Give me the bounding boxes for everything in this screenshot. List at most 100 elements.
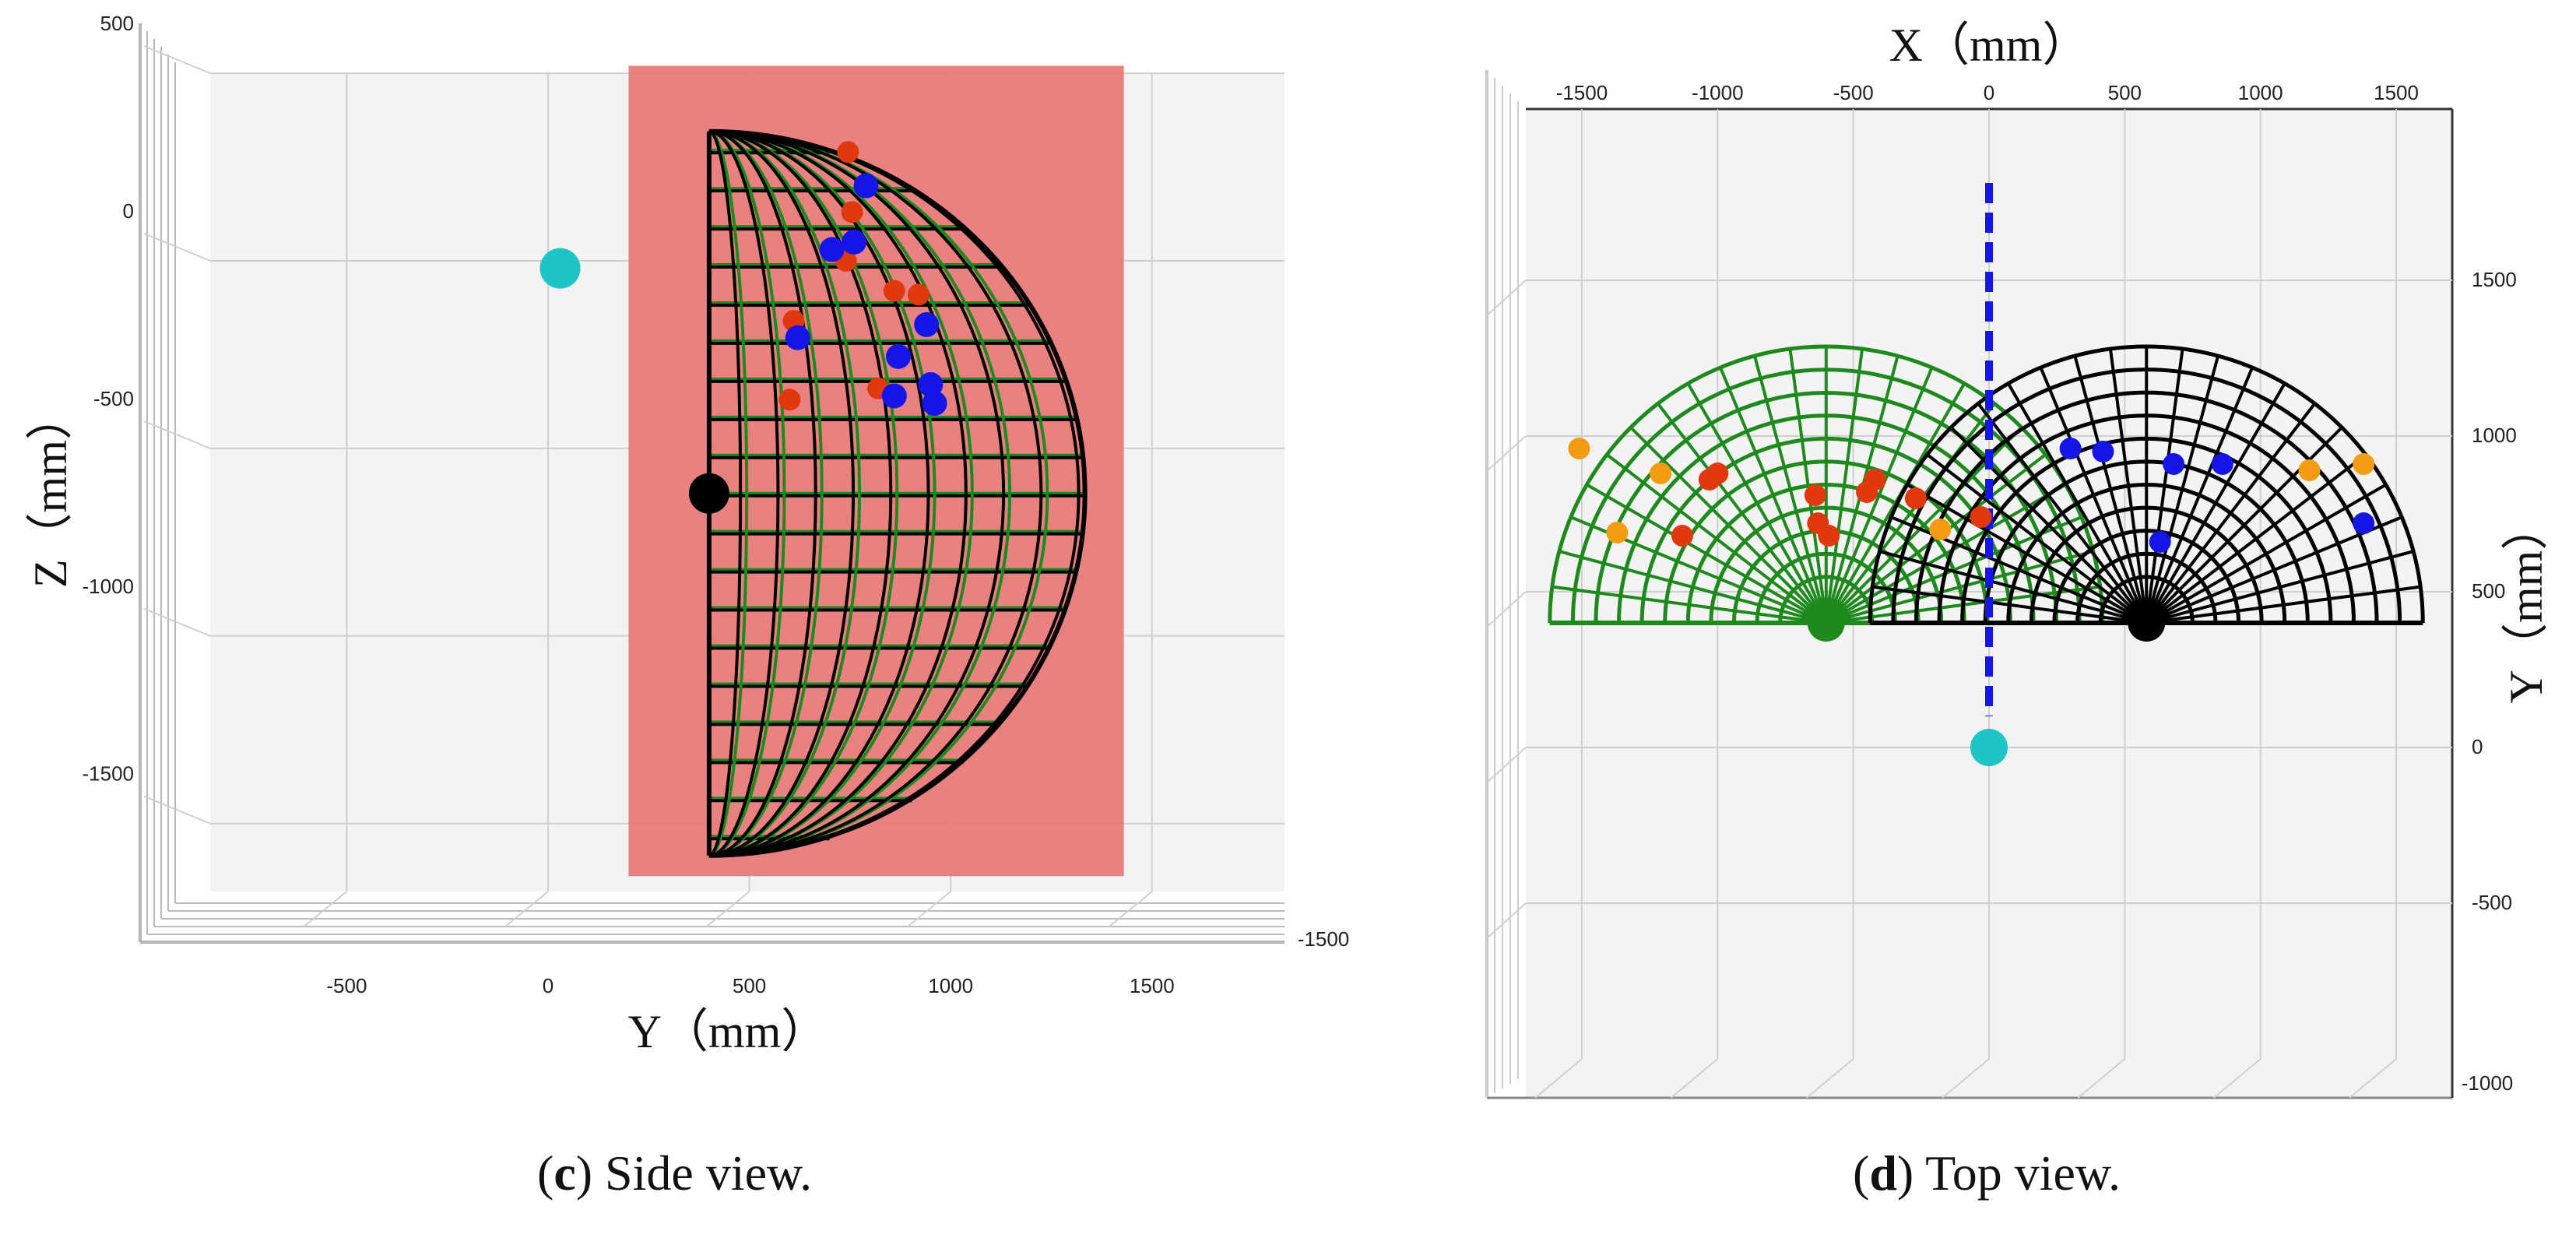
side-view-hgrid-depth: [143, 45, 211, 75]
top-view-vgrid-depth: [2077, 1058, 2125, 1099]
top-view-x-tick-label: -500: [1833, 81, 1874, 104]
top-view-black-hemisphere-spoke: [2145, 403, 2316, 624]
top-view-black-hemisphere-spoke: [1872, 585, 2147, 624]
side-view-panel: -500 0 500 1000 1500 -1500 500 0 -500 -1000 -1500…: [25, 12, 1349, 1057]
side-view-points: [539, 141, 947, 514]
top-view-x-axis-title: X（mm）: [1889, 19, 2089, 71]
top-view-black-hemisphere-spoke: [2073, 355, 2149, 624]
top-view-green-hemisphere-spoke: [1605, 453, 1827, 624]
top-view-x-tick-label: 0: [1984, 81, 1994, 104]
side-view-meridian-green: [708, 129, 937, 857]
top-view-orange-point: [2353, 453, 2375, 475]
top-view-hgrid-depth: [1486, 280, 1527, 316]
side-view-blue-point: [819, 237, 845, 262]
top-view-caption-text: ) Top view.: [1896, 1145, 2121, 1201]
top-view-green-hemisphere-spoke: [1559, 550, 1827, 624]
top-view-red-point: [1864, 469, 1886, 491]
side-view-x-tick-label: -500: [326, 974, 367, 997]
top-view-orange-point: [1568, 438, 1590, 459]
top-view-green-hemisphere-spoke: [1752, 355, 1828, 624]
top-view-black-hemisphere-spoke: [2145, 355, 2220, 624]
top-view-black-hemisphere-spoke: [2145, 348, 2184, 624]
top-view-y-tick-label: 1500: [2472, 268, 2517, 291]
side-view-meridian-black: [708, 129, 743, 857]
top-view-black-hemisphere-spoke: [2145, 550, 2414, 624]
side-view-meridian-black: [708, 129, 893, 857]
top-view-x-tick-label: 1000: [2238, 81, 2283, 104]
side-view-blue-point: [842, 229, 867, 255]
top-view-black-hemisphere-spoke: [2145, 453, 2367, 624]
top-view-black-hemisphere-spoke: [2007, 382, 2148, 624]
side-view-meridian-green: [708, 129, 749, 857]
top-view-black-hemisphere-spoke: [2145, 382, 2286, 624]
top-view-green-hemisphere-spoke: [1657, 403, 1828, 624]
side-view-sensor-point: [539, 248, 581, 289]
side-view-meridian-green: [708, 129, 1012, 857]
top-view-green-hemisphere-spoke: [1824, 367, 1934, 624]
top-view-panel: -1500 -1000 -500 0 500 1000 1500 150010005000-…: [1485, 19, 2552, 1099]
top-view-green-hemisphere-spoke: [1788, 348, 1828, 624]
side-view-vgrid-depth: [504, 891, 549, 927]
top-view-orange-point: [1650, 462, 1672, 484]
top-view-caption-letter: d: [1869, 1145, 1897, 1201]
side-view-red-point: [841, 201, 863, 223]
side-view-red-point: [907, 283, 930, 306]
side-view-meridian-green: [708, 129, 974, 857]
top-view-y-tick-label: 1000: [2472, 424, 2517, 447]
top-view-blue-point: [2092, 441, 2114, 462]
side-view-caption-text: ) Side view.: [575, 1145, 813, 1201]
top-view-blue-point: [2211, 453, 2233, 475]
side-view-hemisphere-wireframe: [706, 128, 1088, 858]
top-view-vgrid-depth: [1534, 1058, 1583, 1099]
top-view-hgrid-depth: [1486, 902, 1527, 939]
top-view-black-hemisphere-spoke: [2145, 367, 2254, 624]
top-view-black-origin: [2128, 604, 2166, 642]
top-view-x-ticks: -1500 -1000 -500 0 500 1000 1500: [1556, 81, 2419, 104]
side-view-y-tick-label: 500: [100, 12, 134, 35]
top-view-green-hemisphere-spoke: [1825, 483, 2067, 624]
side-view-x-tick-label: 0: [543, 974, 554, 997]
side-view-x-tick-label: 500: [733, 974, 766, 997]
top-view-y-tick-label: 500: [2472, 579, 2505, 603]
side-view-y-tick-label: -1000: [83, 575, 135, 598]
top-view-vgrid-depth: [2349, 1058, 2397, 1099]
top-view-green-hemisphere-spoke: [1586, 483, 1827, 624]
side-view-meridian-green: [708, 129, 899, 857]
top-view-blue-point: [2353, 512, 2375, 534]
top-view-black-hemisphere-spoke: [1878, 550, 2147, 624]
top-view-hgrid-depth: [1486, 747, 1527, 783]
side-view-depth-tick-label: -1500: [1298, 927, 1350, 951]
side-view-blue-point: [881, 383, 907, 409]
top-view-green-hemisphere-spoke: [1824, 348, 1864, 624]
side-view-meridian-green: [708, 129, 862, 857]
top-view-y-ticks: 1500 1000 500 0 -500 -1000: [2462, 268, 2517, 1095]
side-view-blue-point: [918, 371, 944, 397]
side-view-meridian-black: [708, 129, 968, 857]
side-view-hemisphere-outline: [708, 128, 1088, 858]
top-view-red-point: [1904, 487, 1927, 509]
top-view-green-hemisphere-spoke: [1552, 585, 1827, 624]
top-view-vgrid-depth: [2213, 1058, 2261, 1099]
top-view-hgrid-depth: [1486, 435, 1527, 472]
side-view-hgrid-depth: [143, 233, 211, 262]
side-view-hgrid-depth: [143, 607, 211, 637]
top-view-black-hemisphere-spoke: [1926, 453, 2148, 624]
side-view-x-tick-label: 1000: [928, 974, 973, 997]
top-view-red-point: [1804, 484, 1826, 506]
side-view-x-axis-title: Y（mm）: [628, 1006, 828, 1057]
side-view-vgrid-depth: [1109, 891, 1153, 927]
top-view-vgrid-depth: [1806, 1058, 1854, 1099]
top-view-y-axis-title: Y（mm）: [2500, 504, 2552, 704]
side-view-red-point: [837, 141, 859, 164]
side-view-vgrid-depth: [303, 891, 348, 927]
top-view-green-hemisphere-spoke: [1825, 403, 1996, 624]
top-view-vgrid-depth: [1670, 1058, 1718, 1099]
top-view-black-hemisphere-spoke: [1949, 426, 2148, 624]
top-view-hemisphere-wireframes: [1548, 183, 2425, 716]
side-view-x-tick-label: 1500: [1130, 974, 1175, 997]
top-view-y-tick-label: 0: [2472, 735, 2483, 758]
top-view-black-hemisphere-spoke: [2039, 367, 2149, 624]
side-view-y-axis-title: Z（mm）: [25, 393, 76, 588]
top-view-black-hemisphere-spoke: [2145, 483, 2387, 624]
top-view-black-hemisphere-spoke: [2108, 348, 2149, 624]
